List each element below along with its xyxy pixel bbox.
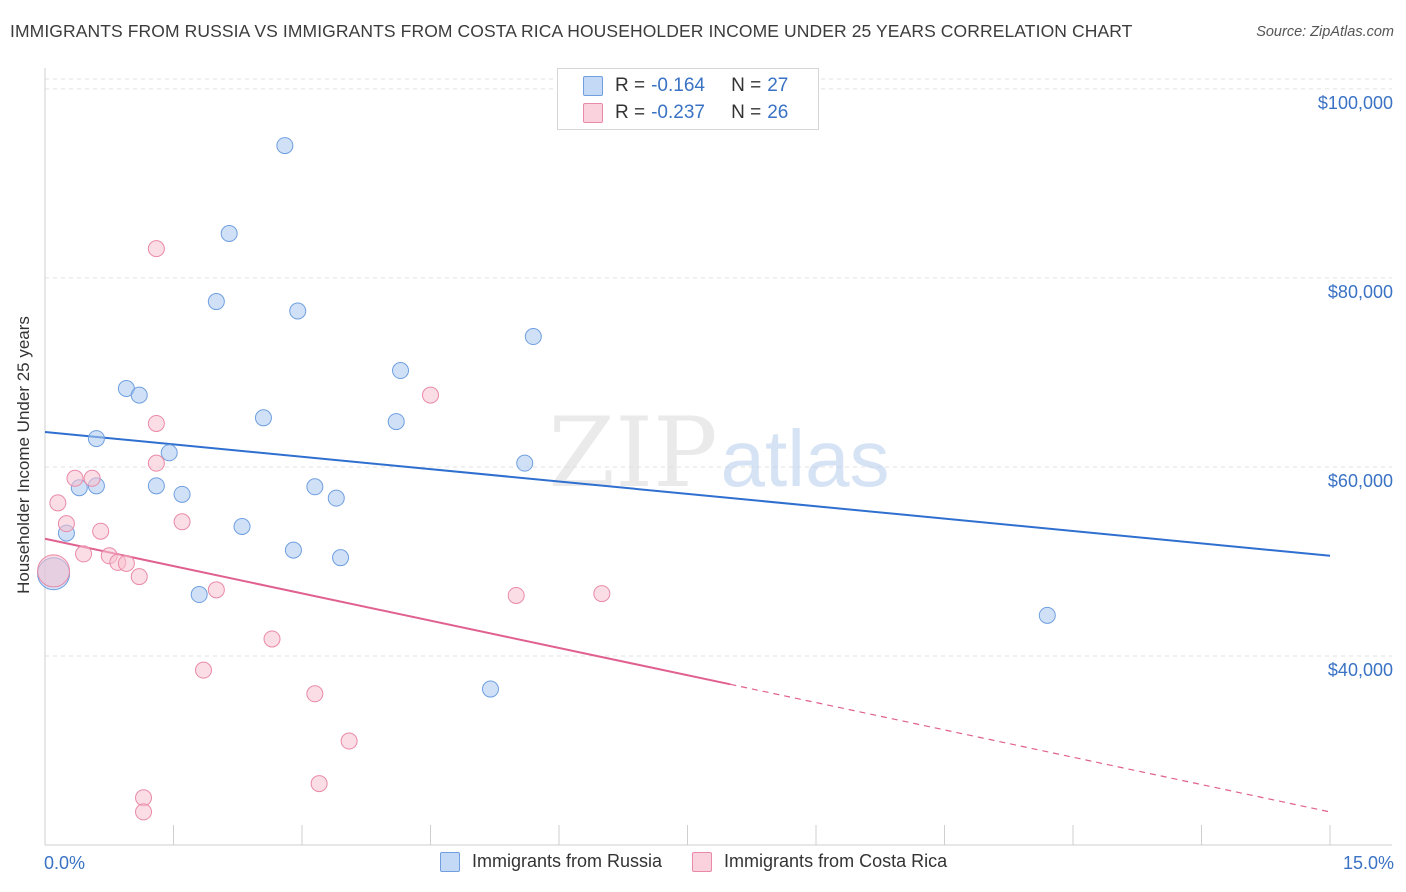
trend-lines (44, 430, 1331, 813)
point-russia (481, 680, 499, 698)
point-costa-rica (194, 661, 212, 679)
legend-r-value: -0.164 (651, 75, 705, 96)
watermark: ZIP atlas (548, 397, 889, 509)
series-swatch-costa-rica (692, 851, 713, 872)
axes (44, 68, 1392, 846)
point-russia (276, 137, 294, 155)
legend-row-russia: R = -0.164 N = 27 (558, 73, 788, 99)
point-russia (130, 386, 148, 404)
data-points (37, 137, 1056, 821)
point-russia (160, 444, 178, 462)
legend-n-value: 26 (767, 102, 789, 123)
point-costa-rica (310, 775, 328, 793)
point-costa-rica (147, 240, 165, 258)
series-label-costa-rica: Immigrants from Costa Rica (724, 851, 948, 871)
legend-n-label: N = (731, 75, 762, 96)
y-tick-60000: $60,000 (1327, 470, 1393, 491)
point-russia (387, 413, 405, 431)
point-costa-rica (306, 685, 324, 703)
legend-n-value: 27 (767, 75, 789, 96)
point-russia (284, 541, 302, 559)
point-russia (147, 477, 165, 495)
point-costa-rica (130, 568, 148, 586)
point-costa-rica (83, 469, 101, 487)
point-russia (233, 517, 251, 535)
watermark-atlas: atlas (721, 414, 890, 503)
correlation-legend: R = -0.164 N = 27 R = -0.237 N = 26 (557, 68, 819, 130)
legend-r-label: R = (615, 75, 646, 96)
point-costa-rica (147, 414, 165, 432)
point-costa-rica (507, 586, 525, 604)
legend-n-label: N = (731, 102, 762, 123)
watermark-zip: ZIP (548, 397, 717, 509)
point-costa-rica (75, 545, 93, 563)
series-legend: Immigrants from Russia Immigrants from C… (440, 851, 977, 872)
point-costa-rica (37, 554, 71, 588)
point-russia (207, 293, 225, 311)
point-russia (190, 586, 208, 604)
legend-r-label: R = (615, 102, 646, 123)
y-tick-100000: $100,000 (1317, 92, 1393, 113)
y-axis-label: Householder Income Under 25 years (14, 316, 33, 594)
point-costa-rica (207, 581, 225, 599)
source-label: Source: ZipAtlas.com (1256, 24, 1394, 40)
trend-line-extension-1 (730, 683, 1331, 813)
point-costa-rica (422, 386, 439, 404)
point-russia (1038, 606, 1056, 624)
point-costa-rica (147, 454, 165, 472)
point-costa-rica (135, 789, 153, 807)
point-russia (516, 454, 534, 472)
legend-swatch-russia (583, 76, 603, 96)
point-russia (392, 362, 410, 380)
legend-swatch-costa-rica (583, 103, 603, 123)
point-costa-rica (92, 522, 110, 540)
point-costa-rica (49, 494, 67, 512)
point-costa-rica (593, 585, 611, 603)
point-russia (289, 302, 307, 320)
series-swatch-russia (440, 851, 460, 872)
trend-line-0 (44, 430, 1331, 557)
point-costa-rica (57, 515, 75, 533)
point-costa-rica (340, 732, 358, 750)
point-costa-rica (66, 469, 84, 487)
point-costa-rica (135, 803, 153, 821)
point-russia (524, 328, 542, 346)
x-tick-max: 15.0% (1342, 853, 1394, 873)
point-russia (87, 430, 105, 448)
y-tick-80000: $80,000 (1327, 281, 1393, 302)
gridlines (45, 78, 1392, 657)
series-legend-russia: Immigrants from Russia (440, 851, 662, 872)
point-costa-rica (173, 513, 191, 531)
point-costa-rica (117, 554, 135, 572)
point-russia (306, 478, 324, 496)
point-costa-rica (263, 630, 281, 648)
point-russia (220, 225, 238, 243)
y-tick-40000: $40,000 (1327, 659, 1393, 680)
chart-title: IMMIGRANTS FROM RUSSIA VS IMMIGRANTS FRO… (10, 21, 1133, 41)
trend-line-1 (44, 537, 731, 686)
legend-r-value: -0.237 (651, 102, 705, 123)
point-russia (254, 409, 272, 427)
point-russia (332, 549, 350, 567)
point-russia (327, 489, 345, 507)
point-russia (173, 485, 191, 503)
legend-row-costa-rica: R = -0.237 N = 26 (558, 100, 788, 126)
series-legend-costa-rica: Immigrants from Costa Rica (692, 851, 947, 872)
x-tick-min: 0.0% (44, 853, 86, 873)
series-label-russia: Immigrants from Russia (472, 851, 663, 871)
